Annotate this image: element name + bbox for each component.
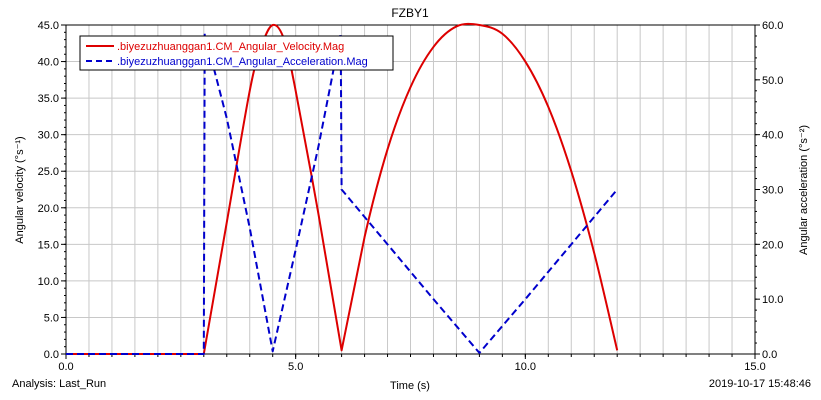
y-axis-left-title: Angular velocity (°s⁻¹): [14, 136, 26, 243]
x-tick-label: 5.0: [288, 361, 303, 373]
y-left-tick-label: 45.0: [38, 20, 59, 32]
x-tick-label: 0.0: [58, 361, 73, 373]
x-tick-label: 15.0: [744, 361, 765, 373]
legend-box: [79, 35, 394, 71]
series-line-angular-velocity: [66, 22, 619, 355]
analysis-label: Analysis: Last_Run: [12, 378, 107, 390]
chart-title: FZBY1: [391, 6, 429, 20]
y-left-tick-label: 25.0: [38, 166, 59, 178]
y-right-tick-label: 10.0: [762, 294, 783, 306]
y-left-tick-label: 0.0: [44, 349, 59, 361]
y-left-tick-label: 20.0: [38, 203, 59, 215]
legend-label-velocity: .biyezuzhuanggan1.CM_Angular_Velocity.Ma…: [117, 41, 344, 53]
y-left-tick-label: 10.0: [38, 276, 59, 288]
legend-label-acceleration: .biyezuzhuanggan1.CM_Angular_Acceleratio…: [117, 56, 368, 68]
y-right-tick-label: 30.0: [762, 185, 783, 197]
series-layer: [66, 22, 619, 355]
y-left-tick-label: 5.0: [44, 312, 59, 324]
series-line-angular-acceleration: [66, 32, 618, 355]
y-axis-right: 0.0 10.0 20.0 30.0 40.0 50.0 60.0: [755, 20, 783, 361]
y-right-tick-label: 60.0: [762, 20, 783, 32]
y-left-tick-label: 30.0: [38, 130, 59, 142]
y-right-tick-label: 20.0: [762, 239, 783, 251]
y-right-tick-label: 0.0: [762, 349, 777, 361]
timestamp: 2019-10-17 15:48:46: [708, 378, 811, 390]
x-axis: 0.0 5.0 10.0 15.0: [58, 354, 766, 373]
grid: [66, 25, 755, 354]
y-right-tick-label: 40.0: [762, 130, 783, 142]
y-left-tick-label: 35.0: [38, 93, 59, 105]
y-left-tick-label: 40.0: [38, 57, 59, 69]
x-axis-title: Time (s): [390, 380, 430, 392]
x-tick-label: 10.0: [515, 361, 536, 373]
y-left-tick-label: 15.0: [38, 239, 59, 251]
y-axis-left: 0.0 5.0 10.0 15.0 20.0 25.0 30.0 35.0 40.0 45.0: [38, 20, 66, 361]
y-axis-right-title: Angular acceleration (°s⁻²): [798, 125, 810, 255]
legend: .biyezuzhuanggan1.CM_Angular_Velocity.Ma…: [79, 35, 394, 71]
y-right-tick-label: 50.0: [762, 75, 783, 87]
